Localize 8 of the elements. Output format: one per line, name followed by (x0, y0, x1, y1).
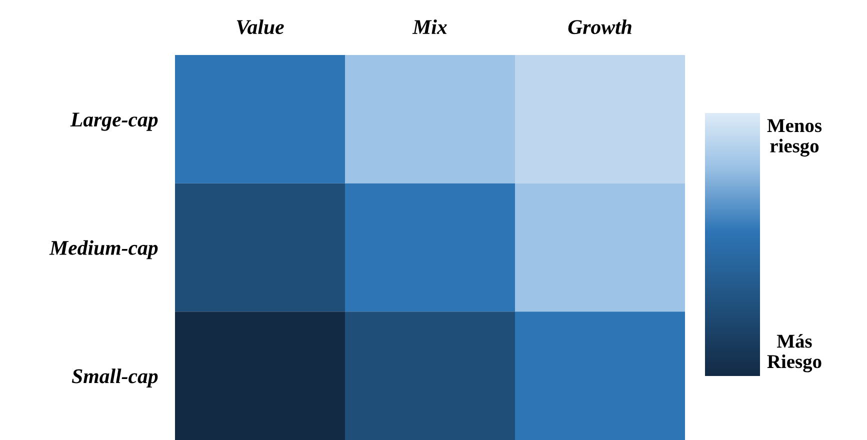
y-tick-label: Large-cap (70, 112, 158, 131)
x-tick-label: Mix (412, 19, 447, 34)
y-tick-label: Medium-cap (49, 240, 158, 260)
color-bar-label: Más Riesgo (767, 334, 822, 372)
y-tick-label: Small-cap (72, 368, 158, 388)
x-tick-label: Growth (568, 19, 632, 34)
x-tick-label: Value (236, 19, 284, 34)
color-bar-label: Menos riesgo (767, 119, 822, 157)
